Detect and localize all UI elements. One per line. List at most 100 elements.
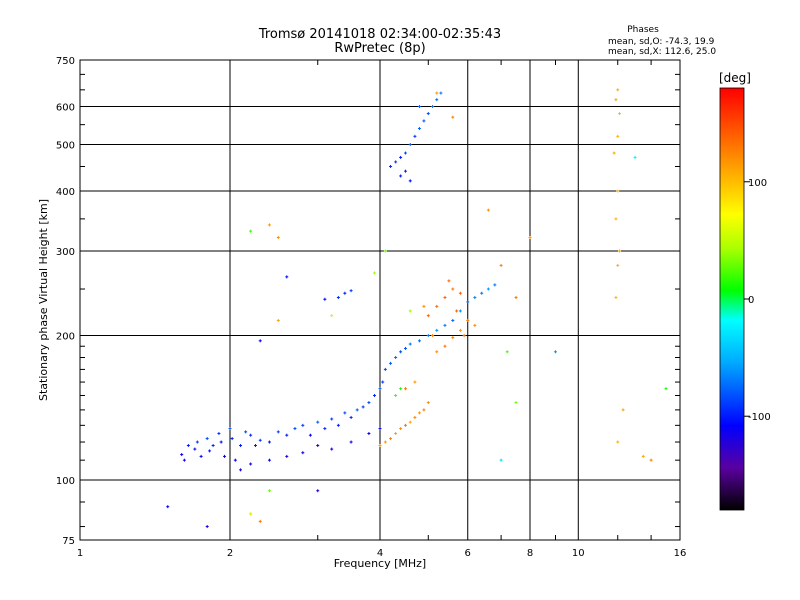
- data-point: [409, 179, 411, 183]
- data-point: [642, 454, 644, 458]
- data-point: [418, 126, 420, 130]
- data-point: [268, 440, 270, 444]
- data-point: [368, 401, 370, 405]
- data-point: [331, 417, 333, 421]
- colorbar-tick-label: 0: [748, 295, 754, 306]
- y-tick-label: 75: [62, 536, 75, 547]
- data-point: [362, 405, 364, 409]
- data-point: [324, 297, 326, 301]
- data-point: [463, 334, 465, 338]
- data-point: [440, 91, 442, 95]
- x-axis-label: Frequency [MHz]: [334, 557, 426, 570]
- x-tick-label: 1: [77, 548, 83, 559]
- data-point: [382, 380, 384, 384]
- data-point: [395, 355, 397, 359]
- data-point: [444, 344, 446, 348]
- data-point: [404, 346, 406, 350]
- data-point: [467, 300, 469, 304]
- data-point: [374, 271, 376, 275]
- data-point: [613, 151, 615, 155]
- data-point: [427, 112, 429, 116]
- data-point: [452, 287, 454, 291]
- data-point: [384, 367, 386, 371]
- data-point: [286, 433, 288, 437]
- data-point: [379, 444, 381, 448]
- colorbar: [719, 87, 745, 511]
- data-point: [254, 444, 256, 448]
- grid-lines: [80, 60, 680, 540]
- data-point: [379, 427, 381, 431]
- data-point: [220, 440, 222, 444]
- data-point: [395, 160, 397, 164]
- data-point: [615, 296, 617, 300]
- data-point: [250, 462, 252, 466]
- data-point: [268, 223, 270, 227]
- data-point: [317, 444, 319, 448]
- data-point: [444, 323, 446, 327]
- data-point: [487, 208, 489, 212]
- y-tick-label: 600: [56, 103, 75, 114]
- data-point: [277, 318, 279, 322]
- data-point: [418, 105, 420, 109]
- data-point: [617, 88, 619, 92]
- x-tick-label: 4: [377, 548, 383, 559]
- data-point: [187, 444, 189, 448]
- phase-box-line-x: mean, sd,X: 112.6, 25.0: [608, 47, 716, 57]
- data-point: [423, 304, 425, 308]
- data-point: [400, 155, 402, 159]
- colorbar-label: [deg]: [719, 71, 751, 85]
- data-point: [379, 387, 381, 391]
- y-tick-label: 500: [56, 141, 75, 152]
- data-point: [487, 287, 489, 291]
- data-point: [423, 408, 425, 412]
- data-point: [554, 350, 556, 354]
- data-point: [474, 323, 476, 327]
- data-point: [194, 447, 196, 451]
- data-point: [218, 432, 220, 436]
- data-point: [331, 314, 333, 318]
- data-point: [414, 134, 416, 138]
- y-tick-label: 200: [56, 332, 75, 343]
- data-point: [395, 394, 397, 398]
- data-point: [286, 275, 288, 279]
- x-tick-label: 10: [572, 548, 585, 559]
- data-point: [259, 339, 261, 343]
- data-point: [384, 440, 386, 444]
- data-point: [515, 401, 517, 405]
- y-axis-ticks: 75 100 200 300 400 500 600 750: [56, 56, 680, 547]
- data-point: [529, 236, 531, 240]
- data-point: [317, 489, 319, 493]
- data-point: [331, 447, 333, 451]
- data-point: [619, 112, 621, 116]
- data-point: [277, 236, 279, 240]
- data-point: [224, 454, 226, 458]
- data-point: [650, 458, 652, 462]
- data-point: [404, 151, 406, 155]
- data-point: [619, 249, 621, 253]
- y-tick-label: 400: [56, 187, 75, 198]
- data-point: [423, 119, 425, 123]
- data-point: [436, 328, 438, 332]
- data-point: [337, 296, 339, 300]
- data-point: [268, 458, 270, 462]
- data-point: [418, 339, 420, 343]
- data-point: [634, 155, 636, 159]
- data-point: [196, 440, 198, 444]
- data-point: [617, 440, 619, 444]
- data-point: [409, 342, 411, 346]
- data-point: [432, 105, 434, 109]
- data-point: [448, 279, 450, 283]
- data-point: [474, 296, 476, 300]
- x-tick-label: 2: [227, 548, 233, 559]
- data-point: [183, 458, 185, 462]
- data-point: [259, 519, 261, 523]
- data-point: [395, 432, 397, 436]
- data-point: [459, 309, 461, 313]
- data-point: [418, 411, 420, 415]
- data-point: [337, 423, 339, 427]
- data-point: [200, 454, 202, 458]
- data-point: [240, 468, 242, 472]
- data-point: [436, 98, 438, 102]
- data-point: [350, 289, 352, 293]
